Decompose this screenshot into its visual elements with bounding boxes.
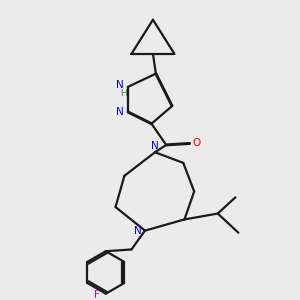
Text: N: N [116,80,124,90]
Text: O: O [192,138,200,148]
Text: F: F [94,290,100,300]
Text: N: N [151,141,159,151]
Text: N: N [116,107,124,117]
Text: H: H [120,89,127,98]
Text: N: N [134,226,142,236]
